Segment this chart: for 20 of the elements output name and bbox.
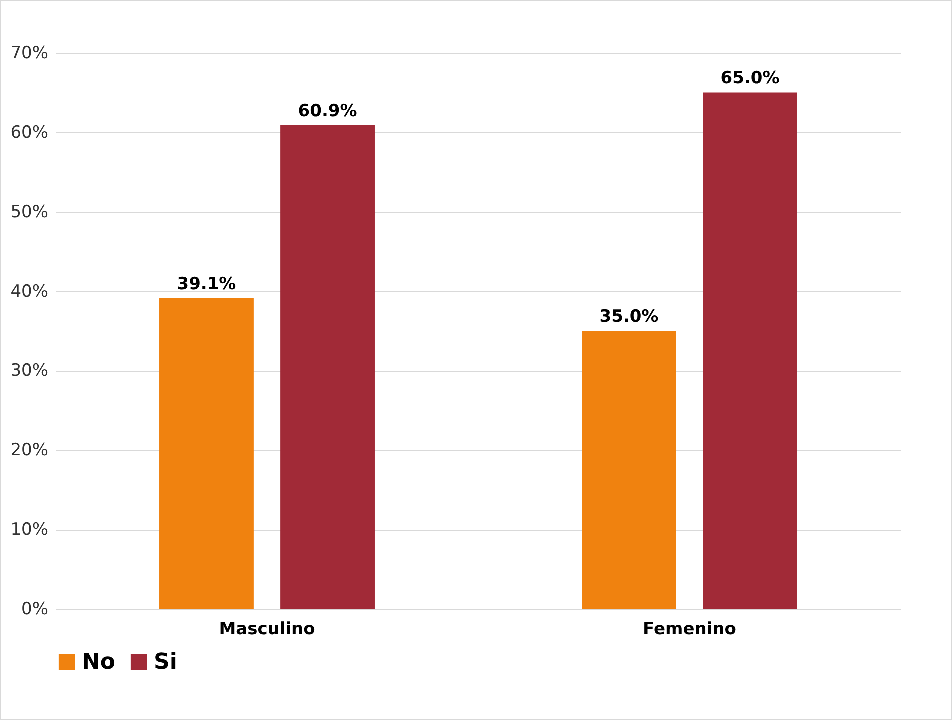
legend-label: No: [82, 650, 116, 675]
data-label: 65.0%: [720, 68, 780, 89]
y-tick-label: 40%: [10, 282, 48, 302]
bar: [703, 92, 798, 609]
bar: [582, 331, 676, 609]
data-label: 35.0%: [600, 307, 659, 327]
y-tick-label: 70%: [10, 44, 48, 64]
y-tick-label: 50%: [10, 202, 48, 222]
data-label: 60.9%: [298, 101, 358, 122]
bar: [160, 298, 254, 609]
bar: [280, 125, 375, 609]
data-label: 39.1%: [177, 274, 236, 294]
x-tick-label: Femenino: [643, 620, 736, 640]
y-tick-label: 0%: [22, 600, 48, 620]
y-tick-label: 60%: [10, 122, 48, 143]
y-tick-label: 20%: [10, 440, 48, 461]
y-tick-label: 30%: [10, 361, 48, 382]
legend-label: Si: [154, 650, 178, 675]
y-tick-label: 10%: [10, 520, 48, 540]
x-tick-label: Masculino: [219, 620, 316, 640]
